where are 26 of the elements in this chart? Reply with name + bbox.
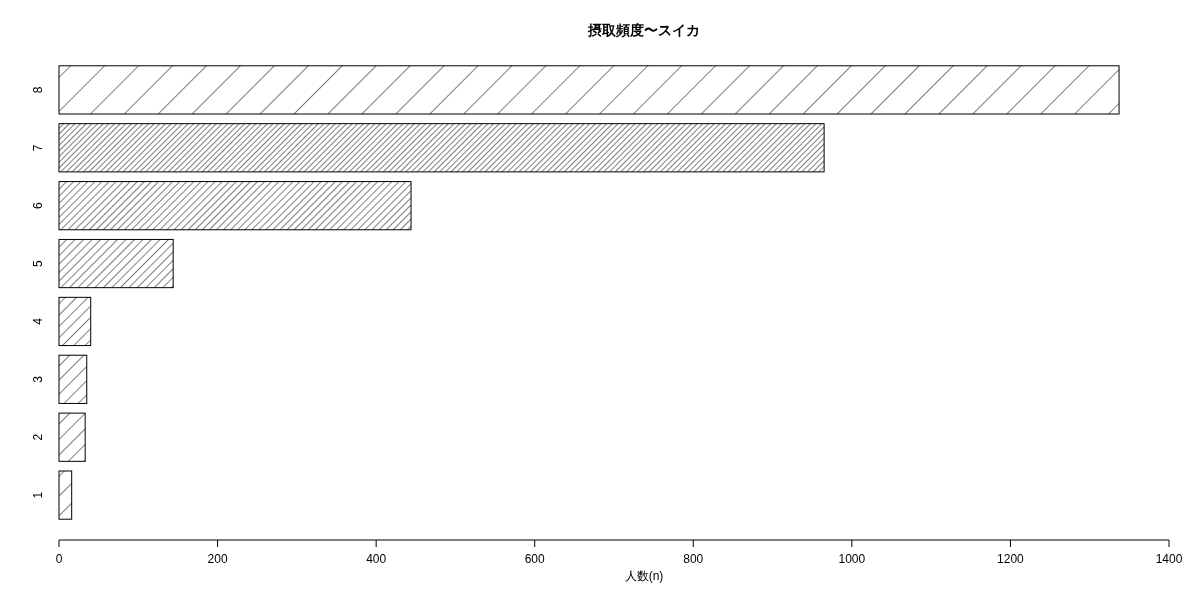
x-tick-label: 600	[524, 552, 546, 566]
bar	[58, 238, 174, 289]
x-tick-label: 0	[55, 552, 63, 566]
x-axis-title: 人数(n)	[624, 569, 664, 583]
y-tick-label: 4	[31, 317, 45, 325]
y-tick-label: 3	[31, 375, 45, 383]
y-tick-label: 8	[31, 86, 45, 94]
bar	[58, 123, 825, 173]
x-tick-label: 800	[683, 552, 704, 566]
x-tick-label: 400	[366, 552, 387, 566]
bar	[58, 65, 1120, 115]
x-tick-label: 1000	[838, 552, 866, 566]
y-tick-label: 2	[31, 433, 45, 441]
bar	[58, 296, 92, 347]
bar	[58, 412, 86, 462]
bar	[58, 181, 412, 231]
x-tick-label: 1400	[1155, 552, 1183, 566]
bar	[58, 470, 73, 520]
y-tick-label: 1	[31, 491, 45, 499]
x-tick-label: 1200	[997, 552, 1025, 566]
bar	[58, 354, 88, 404]
chart-title: 摂取頻度〜スイカ	[587, 22, 700, 38]
y-tick-label: 6	[31, 202, 45, 210]
y-tick-label: 7	[31, 144, 45, 152]
y-tick-label: 5	[31, 259, 45, 267]
x-tick-label: 200	[207, 552, 228, 566]
